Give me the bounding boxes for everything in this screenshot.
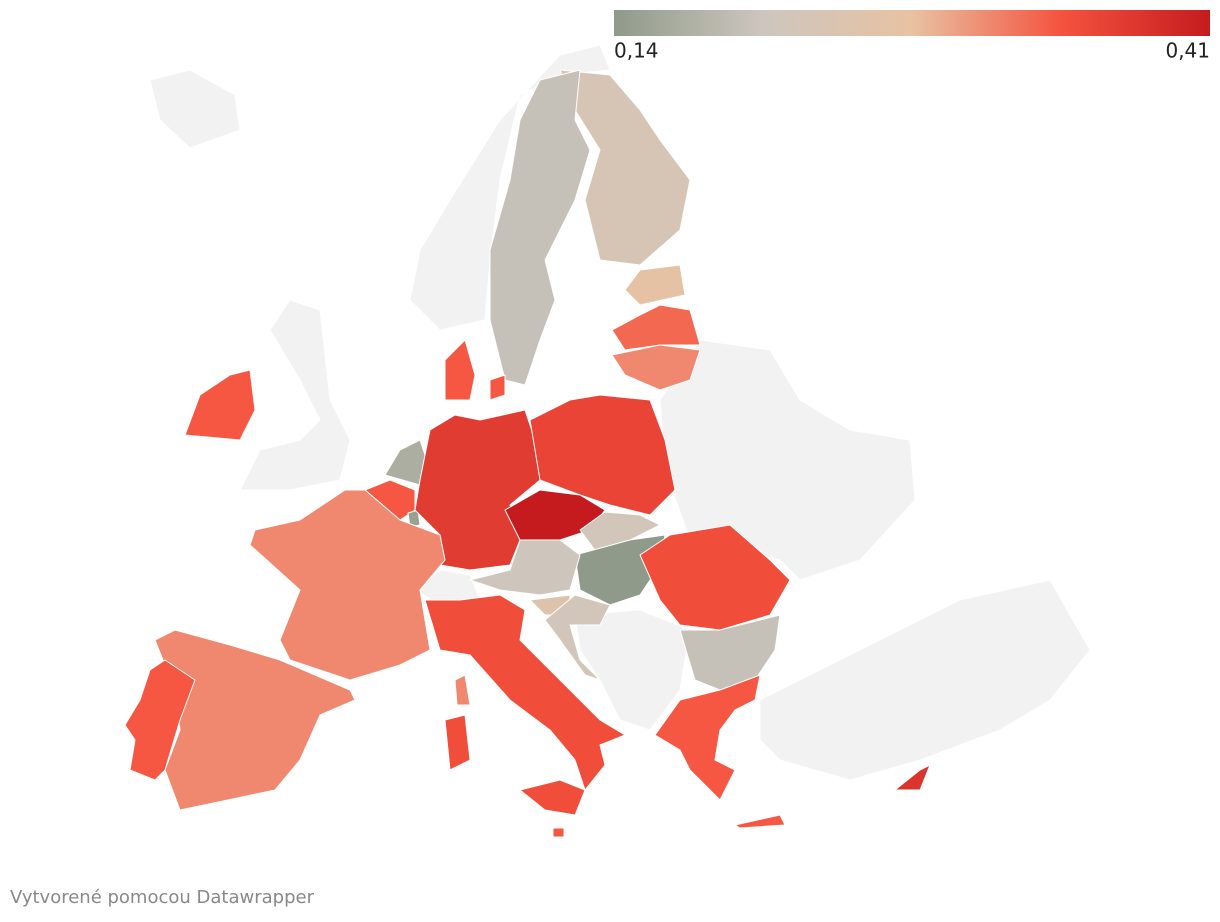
country [679,614,781,691]
country [469,539,581,596]
country [444,339,506,401]
country [624,264,686,306]
country [154,629,356,811]
country [424,594,626,816]
country [559,69,691,266]
country [574,534,666,606]
land [149,69,241,149]
land [574,609,691,731]
country [407,509,421,528]
country [639,524,791,631]
country [611,304,701,351]
country [184,369,256,441]
country [654,674,786,829]
legend-max: 0,41 [1165,39,1210,63]
land [239,299,351,491]
legend-bar [614,10,1210,36]
country [529,394,676,516]
country [552,827,565,838]
land [759,579,1091,781]
country [124,659,196,781]
data-countries [124,69,931,838]
country [249,489,471,706]
footer: Vytvorené pomocou Datawrapper [10,887,315,908]
country [894,764,931,791]
legend-min: 0,14 [614,39,659,63]
country [611,344,701,391]
country [489,69,591,386]
country [544,594,611,681]
